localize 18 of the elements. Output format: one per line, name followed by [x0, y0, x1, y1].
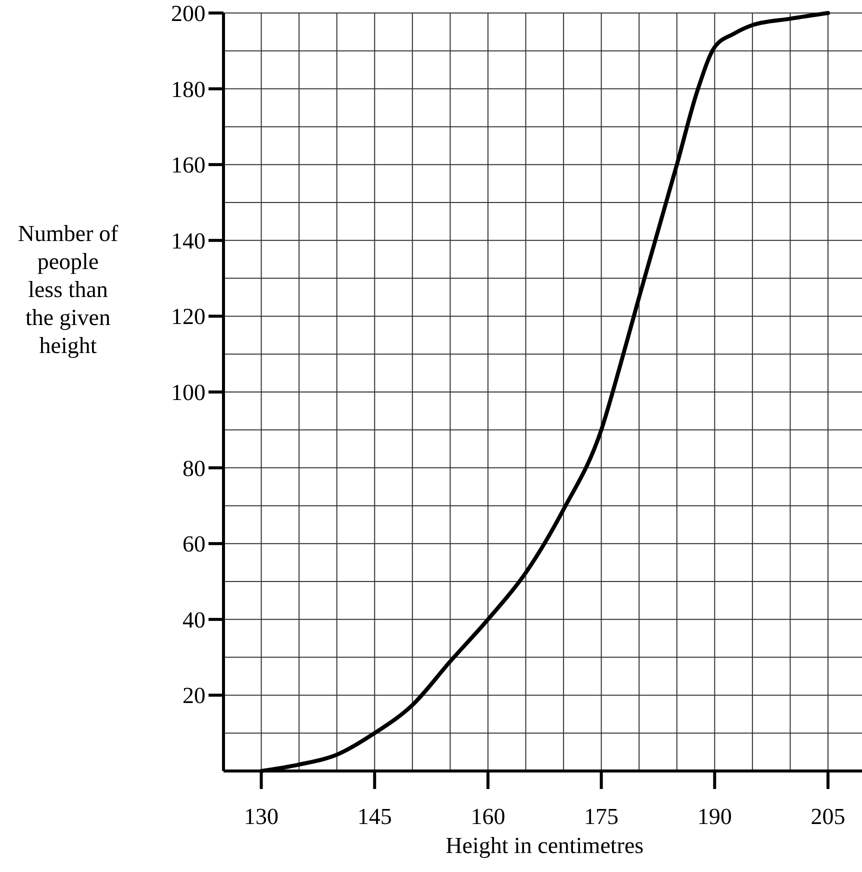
y-tick-label: 100	[171, 380, 206, 405]
x-tick-label: 160	[470, 804, 506, 829]
y-tick-label: 200	[171, 1, 206, 26]
y-tick-label: 80	[182, 456, 206, 481]
y-tick-label: 140	[171, 228, 206, 254]
x-tick-label: 190	[697, 804, 732, 829]
y-axis-title: Number of people less than the given height	[18, 221, 118, 358]
y-tick-label: 180	[171, 76, 206, 102]
x-tick-label: 130	[244, 804, 279, 829]
x-tick-label: 175	[584, 804, 619, 829]
y-tick-label: 60	[182, 532, 206, 557]
y-tick-label: 20	[182, 683, 206, 708]
y-tick-label: 40	[182, 607, 206, 632]
x-tick-label: 145	[357, 804, 392, 829]
x-tick-label: 205	[810, 804, 846, 829]
y-tick-label: 160	[171, 152, 206, 178]
y-tick-label: 120	[171, 304, 206, 330]
x-axis-title: Height in centimetres	[446, 833, 644, 858]
